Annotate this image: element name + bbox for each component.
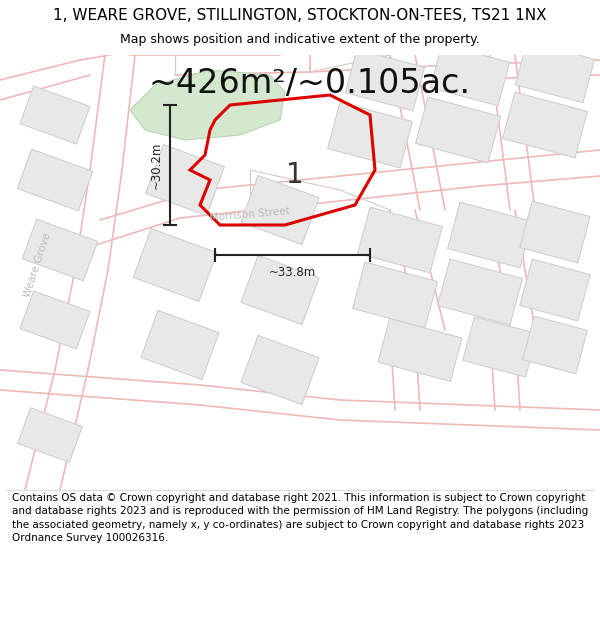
Text: 1, WEARE GROVE, STILLINGTON, STOCKTON-ON-TEES, TS21 1NX: 1, WEARE GROVE, STILLINGTON, STOCKTON-ON…	[53, 8, 547, 23]
Polygon shape	[378, 319, 462, 381]
Polygon shape	[141, 311, 219, 379]
Text: 1: 1	[286, 161, 304, 189]
Polygon shape	[17, 408, 82, 462]
Polygon shape	[353, 262, 437, 328]
Polygon shape	[241, 256, 319, 324]
Text: ~33.8m: ~33.8m	[269, 266, 316, 279]
Polygon shape	[133, 229, 217, 301]
Polygon shape	[463, 317, 537, 377]
Polygon shape	[241, 176, 319, 244]
Polygon shape	[437, 259, 523, 325]
Polygon shape	[448, 202, 532, 268]
Polygon shape	[523, 316, 587, 374]
Polygon shape	[358, 207, 442, 273]
Polygon shape	[416, 97, 500, 163]
Text: Weare Grove: Weare Grove	[23, 231, 53, 299]
Text: ~30.2m: ~30.2m	[149, 141, 163, 189]
Polygon shape	[146, 144, 224, 216]
Polygon shape	[503, 92, 587, 158]
Polygon shape	[430, 44, 509, 106]
Text: Map shows position and indicative extent of the property.: Map shows position and indicative extent…	[120, 33, 480, 46]
Polygon shape	[130, 70, 285, 140]
Polygon shape	[20, 86, 90, 144]
Polygon shape	[515, 41, 595, 102]
Text: Contains OS data © Crown copyright and database right 2021. This information is : Contains OS data © Crown copyright and d…	[12, 493, 588, 542]
Polygon shape	[241, 336, 319, 404]
Text: ~426m²/~0.105ac.: ~426m²/~0.105ac.	[149, 67, 471, 100]
Polygon shape	[328, 102, 412, 168]
Polygon shape	[520, 259, 590, 321]
Polygon shape	[520, 201, 590, 263]
Polygon shape	[17, 149, 93, 211]
Polygon shape	[20, 291, 90, 349]
Polygon shape	[22, 219, 98, 281]
Text: Morrison Street: Morrison Street	[209, 206, 290, 224]
Polygon shape	[346, 49, 425, 111]
